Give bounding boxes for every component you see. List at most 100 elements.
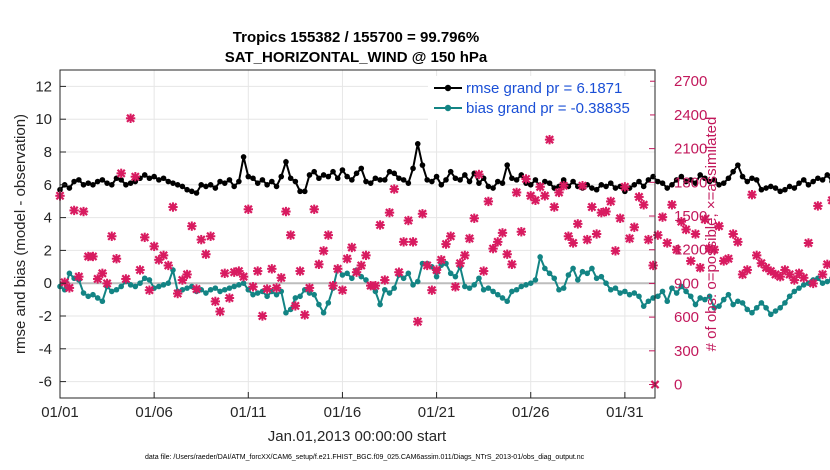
assimilated-marker [182, 269, 192, 280]
series-point-0 [805, 182, 812, 188]
assimilated-marker [629, 222, 639, 232]
axis-ticks: 01/01 01/06 01/11 01/16 01/21 01/26 01/31 -6 -4 -… [35, 73, 707, 421]
series-point-0 [513, 177, 520, 183]
assimilated-marker [799, 273, 809, 283]
series-point-1 [626, 291, 633, 298]
series-point-1 [99, 298, 106, 305]
assimilated-marker [413, 316, 423, 327]
series-point-1 [692, 301, 699, 308]
series-point-1 [283, 309, 289, 316]
series-point-1 [819, 280, 826, 287]
series-point-0 [66, 185, 73, 191]
series-point-0 [819, 177, 826, 183]
assimilated-marker [125, 113, 136, 123]
series-point-0 [560, 177, 567, 183]
series-point-0 [603, 183, 609, 190]
y-tick-label: 2 [44, 242, 52, 259]
series-point-0 [758, 186, 765, 193]
y2-tick-label: 2100 [674, 141, 707, 158]
series-point-0 [678, 173, 685, 180]
series-point-1 [94, 295, 101, 301]
series-point-1 [687, 293, 694, 300]
series-point-0 [791, 185, 798, 191]
series-point-1 [767, 311, 774, 318]
x-tick-label: 01/26 [512, 404, 550, 421]
series-point-1 [165, 280, 172, 287]
series-point-0 [363, 178, 369, 185]
series-point-0 [702, 175, 708, 182]
series-point-0 [720, 180, 727, 186]
series-point-1 [226, 285, 233, 291]
series-point-0 [815, 175, 821, 182]
series-point-1 [725, 291, 732, 298]
series-point-0 [429, 178, 435, 185]
assimilated-marker [587, 202, 597, 212]
series-point-0 [179, 183, 186, 190]
series-point-1 [447, 270, 454, 277]
assimilated-marker [817, 269, 828, 280]
y2-tick-label: 2400 [674, 107, 707, 124]
series-point-1 [189, 283, 195, 290]
assimilated-marker [88, 251, 98, 262]
assimilated-marker [813, 201, 823, 211]
series-point-0 [767, 183, 774, 190]
legend-bias-marker [444, 104, 452, 112]
assimilated-marker [130, 172, 140, 182]
series-point-0 [810, 178, 816, 185]
assimilated-marker [483, 196, 494, 207]
x-tick-label: 01/11 [230, 404, 266, 421]
series-point-1 [763, 305, 769, 311]
series-point-0 [108, 182, 115, 188]
series-point-1 [575, 277, 581, 283]
series-point-0 [156, 177, 162, 183]
series-point-0 [546, 180, 553, 186]
series-point-0 [90, 182, 96, 188]
series-point-0 [499, 180, 506, 186]
series-point-1 [509, 288, 515, 295]
x-tick-label: 01/31 [606, 404, 644, 421]
assimilated-marker [464, 233, 475, 244]
series-point-1 [156, 283, 162, 290]
series-point-0 [386, 168, 393, 175]
assimilated-marker [300, 310, 310, 320]
series-point-1 [655, 293, 661, 300]
y-tick-label: -4 [39, 341, 52, 358]
assimilated-marker [544, 134, 555, 145]
series-point-1 [702, 296, 708, 303]
series-point-1 [203, 290, 209, 296]
assimilated-marker [140, 232, 150, 243]
assimilated-marker [794, 268, 804, 278]
x-axis-label: Jan.01,2013 00:00:00 start [268, 428, 447, 445]
series-point-1 [462, 283, 468, 290]
series-point-1 [622, 288, 628, 295]
assimilated-marker [121, 274, 131, 284]
series-point-1 [579, 268, 586, 275]
assimilated-marker [398, 237, 409, 247]
series-point-1 [565, 272, 572, 278]
series-point-1 [782, 300, 788, 306]
assimilated-marker [271, 283, 282, 293]
assimilated-marker [403, 215, 414, 226]
series-point-0 [607, 180, 614, 186]
series-point-0 [772, 185, 779, 191]
series-point-0 [824, 172, 830, 178]
assimilated-marker [304, 283, 315, 293]
assimilated-marker [441, 239, 451, 249]
series-point-1 [231, 283, 237, 290]
assimilated-marker [789, 275, 800, 285]
assimilated-marker [601, 206, 611, 217]
series-point-1 [414, 278, 421, 285]
series-point-1 [711, 305, 718, 311]
series-point-0 [777, 188, 784, 195]
chart-subtitle: SAT_HORIZONTAL_WIND @ 150 hPa [225, 49, 488, 66]
series-point-0 [504, 162, 510, 168]
series-point-0 [466, 178, 473, 185]
assimilated-marker [615, 213, 625, 223]
series-point-0 [221, 180, 228, 186]
series-point-0 [570, 178, 576, 185]
series-point-0 [589, 185, 595, 191]
series-point-1 [513, 286, 520, 293]
assimilated-marker [728, 229, 738, 239]
assimilated-marker [253, 266, 263, 276]
series-point-0 [339, 167, 346, 173]
